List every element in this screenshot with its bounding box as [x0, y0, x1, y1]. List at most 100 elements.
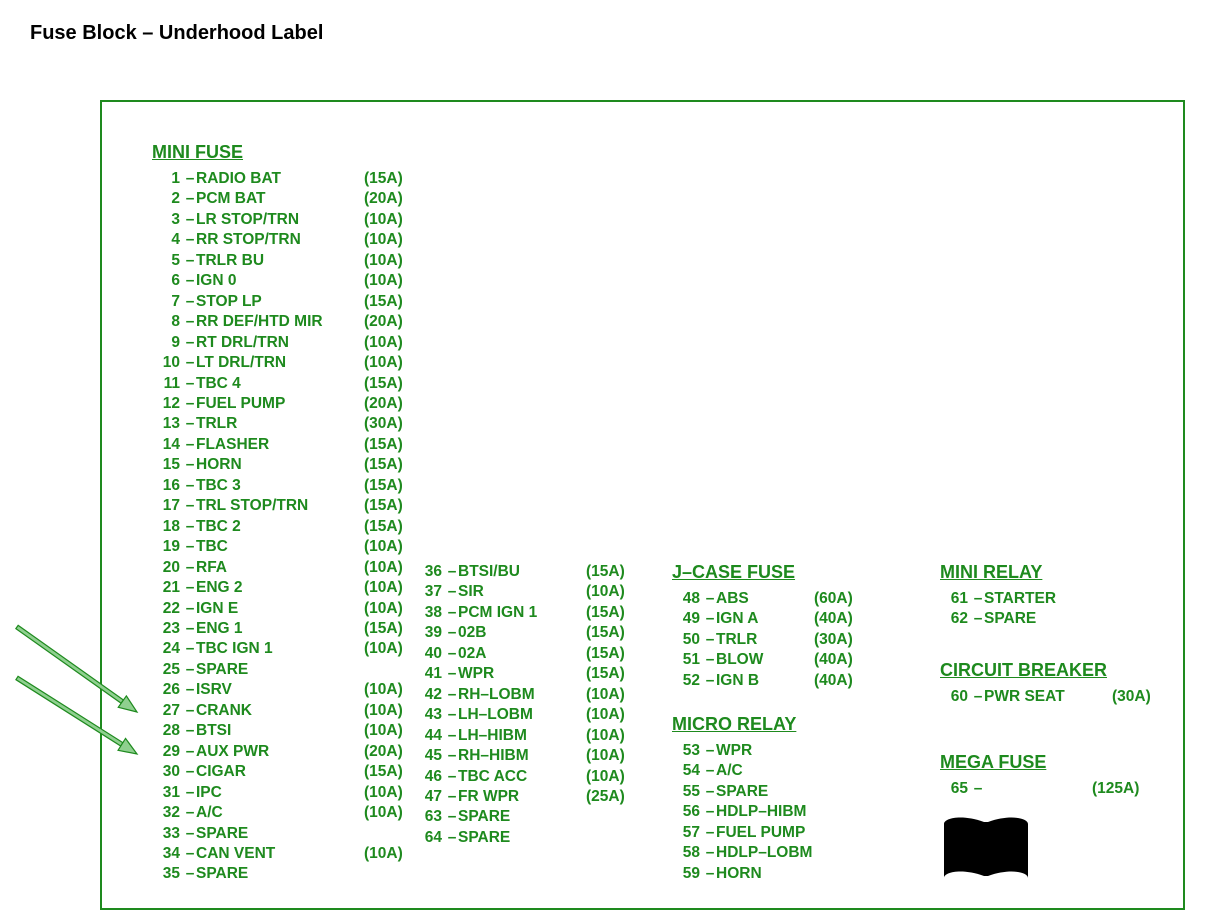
fuse-row: 13–TRLR(30A) — [152, 414, 403, 434]
fuse-amperage: (10A) — [586, 705, 625, 725]
fuse-number: 43 — [414, 705, 446, 725]
fuse-row: 16–TBC 3(15A) — [152, 476, 403, 496]
fuse-number: 8 — [152, 312, 184, 332]
fuse-row: 47–FR WPR(25A) — [414, 787, 625, 807]
fuse-amperage: (10A) — [364, 721, 403, 741]
fuse-amperage: (15A) — [364, 619, 403, 639]
fuse-number: 49 — [672, 609, 704, 629]
fuse-row: 39–02B(15A) — [414, 623, 625, 643]
fuse-label: PWR SEAT — [984, 687, 1112, 707]
fuse-amperage: (15A) — [586, 562, 625, 582]
fuse-label: FR WPR — [458, 787, 586, 807]
dash: – — [184, 271, 196, 291]
fuse-row: 65–(125A) — [940, 779, 1139, 799]
fuse-label: TBC — [196, 537, 364, 557]
fuse-number: 55 — [672, 782, 704, 802]
fuse-number: 51 — [672, 650, 704, 670]
fuse-number: 35 — [152, 864, 184, 884]
fuse-number: 9 — [152, 333, 184, 353]
fuse-amperage: (10A) — [364, 333, 403, 353]
dash: – — [704, 782, 716, 802]
fuse-label: CRANK — [196, 701, 364, 721]
fuse-label: BLOW — [716, 650, 814, 670]
fuse-row: 25–SPARE — [152, 660, 403, 680]
fuse-label: IGN E — [196, 599, 364, 619]
fuse-number: 42 — [414, 685, 446, 705]
fuse-label: HDLP–HIBM — [716, 802, 874, 822]
fuse-row: 11–TBC 4(15A) — [152, 374, 403, 394]
dash: – — [184, 742, 196, 762]
fuse-amperage: (10A) — [586, 746, 625, 766]
fuse-row: 23–ENG 1(15A) — [152, 619, 403, 639]
fuse-label: IPC — [196, 783, 364, 803]
fuse-amperage: (30A) — [1112, 687, 1151, 707]
fuse-label: STARTER — [984, 589, 1112, 609]
fuse-number: 10 — [152, 353, 184, 373]
dash: – — [184, 414, 196, 434]
fuse-label: TBC 3 — [196, 476, 364, 496]
fuse-row: 58–HDLP–LOBM — [672, 843, 874, 863]
fuse-label: LH–HIBM — [458, 726, 586, 746]
dash: – — [184, 844, 196, 864]
fuse-label: ENG 2 — [196, 578, 364, 598]
fuse-row: 34–CAN VENT(10A) — [152, 844, 403, 864]
fuse-number: 59 — [672, 864, 704, 884]
fuse-number: 17 — [152, 496, 184, 516]
dash: – — [184, 537, 196, 557]
fuse-label: SPARE — [984, 609, 1112, 629]
fuse-label: BTSI — [196, 721, 364, 741]
fuse-amperage: (10A) — [586, 767, 625, 787]
fuse-number: 7 — [152, 292, 184, 312]
fuse-label: RH–HIBM — [458, 746, 586, 766]
fuse-number: 48 — [672, 589, 704, 609]
section-title: MICRO RELAY — [672, 714, 874, 735]
fuse-amperage: (60A) — [814, 589, 853, 609]
fuse-number: 32 — [152, 803, 184, 823]
fuse-number: 46 — [414, 767, 446, 787]
fuse-number: 61 — [940, 589, 972, 609]
fuse-number: 6 — [152, 271, 184, 291]
fuse-number: 13 — [152, 414, 184, 434]
fuse-amperage: (15A) — [586, 623, 625, 643]
fuse-label: SPARE — [458, 828, 586, 848]
section-title: MINI FUSE — [152, 142, 403, 163]
dash: – — [184, 517, 196, 537]
dash: – — [704, 589, 716, 609]
fuse-label: HORN — [716, 864, 874, 884]
page-title: Fuse Block – Underhood Label — [30, 22, 323, 45]
fuse-label: FUEL PUMP — [716, 823, 874, 843]
fuse-row: 20–RFA(10A) — [152, 558, 403, 578]
fuse-amperage: (15A) — [364, 476, 403, 496]
fuse-number: 45 — [414, 746, 446, 766]
fuse-number: 25 — [152, 660, 184, 680]
fuse-row: 1–RADIO BAT(15A) — [152, 169, 403, 189]
fuse-row: 36–BTSI/BU(15A) — [414, 562, 625, 582]
dash: – — [446, 562, 458, 582]
fuse-label: TRLR — [716, 630, 814, 650]
fuse-row: 5–TRLR BU(10A) — [152, 251, 403, 271]
fuse-number: 63 — [414, 807, 446, 827]
fuse-row: 59–HORN — [672, 864, 874, 884]
dash: – — [184, 455, 196, 475]
section-mini-fuse: MINI FUSE 1–RADIO BAT(15A)2–PCM BAT(20A)… — [152, 142, 403, 885]
fuse-number: 58 — [672, 843, 704, 863]
fuse-row: 28–BTSI(10A) — [152, 721, 403, 741]
fuse-number: 2 — [152, 189, 184, 209]
fuse-amperage: (10A) — [586, 582, 625, 602]
fuse-label: TRL STOP/TRN — [196, 496, 364, 516]
dash: – — [184, 762, 196, 782]
dash: – — [704, 823, 716, 843]
fuse-row: 38–PCM IGN 1(15A) — [414, 603, 625, 623]
fuse-number: 64 — [414, 828, 446, 848]
fuse-row: 48–ABS(60A) — [672, 589, 853, 609]
fuse-row: 44–LH–HIBM(10A) — [414, 726, 625, 746]
fuse-label: SPARE — [196, 660, 364, 680]
fuse-label: SPARE — [196, 864, 364, 884]
dash: – — [446, 807, 458, 827]
fuse-row: 18–TBC 2(15A) — [152, 517, 403, 537]
fuse-label: LH–LOBM — [458, 705, 586, 725]
dash: – — [184, 333, 196, 353]
fuse-amperage: (10A) — [364, 537, 403, 557]
fuse-number: 22 — [152, 599, 184, 619]
section-title: MINI RELAY — [940, 562, 1112, 583]
